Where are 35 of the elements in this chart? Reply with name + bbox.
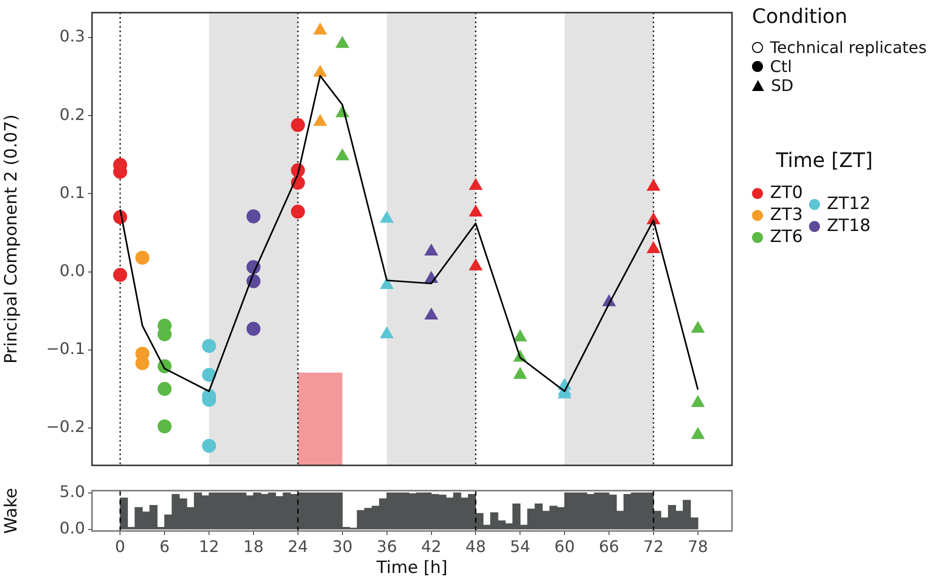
x-tick-label: 24 [288, 536, 308, 556]
y-tick-label: 0.0 [60, 260, 85, 280]
x-tick-label: 54 [510, 536, 530, 556]
x-tick-label: 72 [643, 536, 664, 556]
x-tick-label: 48 [466, 536, 486, 556]
x-tick-label: 6 [160, 536, 170, 556]
y-tick-label: 5.0 [60, 482, 85, 501]
legend-title: Time [ZT] [776, 148, 874, 172]
y-tick-label: −0.2 [46, 417, 85, 436]
legend-label: ZT6 [769, 226, 803, 248]
text: Condition [752, 4, 848, 28]
x-tick-label: 36 [376, 536, 397, 556]
y-axis-title: Wake [2, 488, 22, 534]
x-tick-label: 66 [598, 536, 620, 556]
text: Technical replicates [769, 38, 927, 57]
legend-label: ZT18 [826, 215, 871, 237]
legend-label: ZT3 [769, 204, 803, 226]
x-tick-label: 12 [198, 536, 220, 556]
y-tick-label: 0.3 [60, 26, 85, 46]
x-tick-label: 60 [554, 536, 575, 556]
y-tick-label: 0.0 [60, 518, 85, 538]
y-tick-label: 0.2 [60, 104, 85, 124]
legend-label: ZT12 [826, 193, 871, 215]
x-tick-label: 42 [421, 536, 442, 556]
x-axis-title: Time [h] [375, 558, 448, 578]
text: SD [770, 76, 794, 95]
legend-label: ZT0 [769, 182, 803, 204]
y-tick-label: −0.1 [46, 339, 85, 358]
x-tick-label: 0 [115, 536, 126, 556]
x-tick-label: 18 [243, 536, 264, 556]
x-tick-label: 78 [688, 536, 708, 556]
y-axis-title: Principal Component 2 (0.07) [2, 114, 22, 364]
y-tick-label: 0.1 [60, 182, 85, 202]
x-tick-label: 30 [332, 536, 353, 556]
text: Ctl [769, 57, 793, 76]
